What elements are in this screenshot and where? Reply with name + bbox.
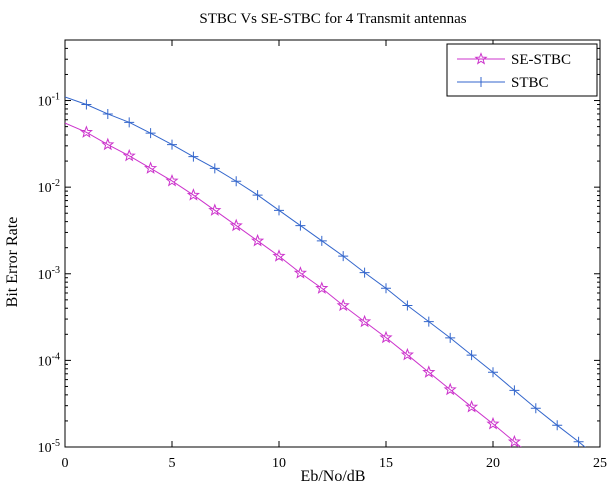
data-point-stbc xyxy=(231,176,242,187)
data-point-se-stbc xyxy=(358,314,372,328)
data-point-stbc xyxy=(295,220,306,231)
y-tick-label: 10-3 xyxy=(38,265,60,283)
data-point-se-stbc xyxy=(400,347,414,361)
data-point-se-stbc xyxy=(379,330,393,344)
legend-box xyxy=(446,43,598,97)
data-point-se-stbc xyxy=(486,416,500,430)
y-tick-label: 10-2 xyxy=(38,178,60,196)
x-tick-label: 20 xyxy=(486,456,500,471)
x-tick-label: 10 xyxy=(272,456,286,471)
y-tick-label: 10-1 xyxy=(38,92,60,110)
data-point-stbc xyxy=(81,99,92,110)
data-point-se-stbc xyxy=(229,218,243,232)
data-point-se-stbc xyxy=(165,174,179,187)
data-point-stbc xyxy=(188,151,199,162)
data-point-stbc xyxy=(124,117,135,128)
legend-label-se-stbc: SE-STBC xyxy=(511,52,571,68)
series-line-se-stbc xyxy=(65,122,522,447)
plot-area: 0 5 10 15 20 25 10-5 10-4 10-3 10-2 10-1 xyxy=(38,39,607,471)
x-tick-label: 0 xyxy=(62,456,69,471)
data-point-se-stbc xyxy=(186,188,200,201)
data-point-se-stbc xyxy=(122,148,136,162)
x-tick-label: 5 xyxy=(169,456,176,471)
axes-frame xyxy=(64,39,601,448)
legend-marker-se-stbc xyxy=(474,52,488,65)
data-point-se-stbc xyxy=(272,249,286,262)
data-point-stbc xyxy=(145,128,156,139)
data-point-se-stbc xyxy=(79,125,93,138)
data-point-stbc xyxy=(466,350,477,361)
data-point-stbc xyxy=(381,283,391,294)
data-point-stbc xyxy=(552,420,563,431)
x-axis-label: Eb/No/dB xyxy=(301,468,366,485)
data-point-se-stbc xyxy=(507,434,521,448)
data-point-stbc xyxy=(530,403,541,414)
data-point-se-stbc xyxy=(101,137,115,151)
data-point-stbc xyxy=(359,267,370,278)
data-point-stbc xyxy=(488,367,498,378)
y-tick-label: 10-4 xyxy=(38,351,60,369)
data-point-se-stbc xyxy=(208,203,222,216)
data-point-stbc xyxy=(423,316,434,327)
x-tick-label: 15 xyxy=(379,456,393,471)
legend: SE-STBC STBC xyxy=(446,43,598,97)
legend-marker-stbc xyxy=(476,77,486,87)
data-point-stbc xyxy=(573,436,584,447)
data-point-se-stbc xyxy=(465,400,479,413)
data-point-se-stbc xyxy=(293,266,307,279)
data-point-stbc xyxy=(274,205,284,216)
data-point-se-stbc xyxy=(336,298,350,312)
data-point-se-stbc xyxy=(144,161,158,174)
data-point-se-stbc xyxy=(315,281,329,294)
series-line-stbc xyxy=(65,96,586,447)
data-point-stbc xyxy=(209,163,220,174)
data-point-se-stbc xyxy=(443,382,457,396)
data-point-stbc xyxy=(252,190,263,201)
data-point-stbc xyxy=(402,300,413,311)
chart-title: STBC Vs SE-STBC for 4 Transmit antennas xyxy=(199,11,466,27)
y-axis-label: Bit Error Rate xyxy=(4,217,21,308)
data-point-se-stbc xyxy=(251,233,265,247)
data-point-stbc xyxy=(445,332,456,343)
data-point-stbc xyxy=(316,235,327,246)
data-point-stbc xyxy=(102,108,113,119)
x-tick-label: 25 xyxy=(593,456,607,471)
data-point-stbc xyxy=(167,139,177,150)
y-tick-label: 10-5 xyxy=(38,438,60,456)
data-point-se-stbc xyxy=(422,365,436,378)
legend-label-stbc: STBC xyxy=(511,75,549,91)
data-point-stbc xyxy=(338,251,349,262)
data-point-stbc xyxy=(509,385,520,396)
